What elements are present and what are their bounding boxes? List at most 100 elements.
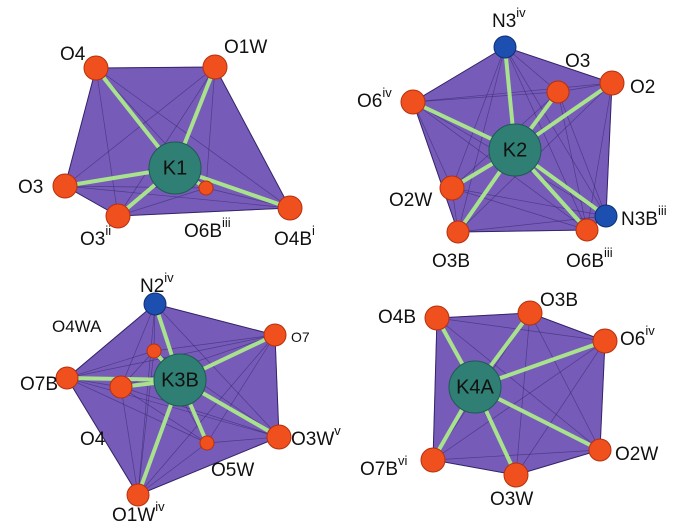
atom-label: O7B xyxy=(20,374,58,395)
polyhedron-edge xyxy=(515,312,531,476)
polyhedron-edge xyxy=(599,340,606,451)
atom-name: O1W xyxy=(224,37,267,58)
polyhedron-edge xyxy=(66,377,139,496)
central-atom-label: K4A xyxy=(456,376,494,398)
atom-name: O6B xyxy=(184,221,222,242)
central-atom-label: K1 xyxy=(163,157,187,179)
polyhedron-edge xyxy=(214,66,291,209)
atom-symmetry-code: iv xyxy=(516,5,526,20)
atom-symmetry-code: iv xyxy=(382,85,392,100)
polyhedron-edge xyxy=(95,66,216,69)
polyhedron-edge xyxy=(66,377,208,444)
atom-name: O2W xyxy=(389,190,432,211)
central-atom xyxy=(153,353,207,407)
atom-label: N3Biii xyxy=(621,203,667,230)
ligand-atom xyxy=(599,70,625,96)
atom-label: O4Bi xyxy=(274,223,315,250)
central-atom xyxy=(148,141,202,195)
atom-name: O3W xyxy=(291,429,334,450)
atom-label: O2W xyxy=(615,444,658,465)
polyhedron-edge xyxy=(206,334,276,444)
polyhedron-edge xyxy=(137,334,276,496)
atom-name: O4B xyxy=(378,307,416,328)
ligand-atom xyxy=(266,424,292,450)
polyhedron-edge xyxy=(153,334,276,352)
polyhedron-edge xyxy=(504,46,559,93)
atom-symmetry-code: iii xyxy=(222,215,231,230)
atom-name: O6B xyxy=(566,251,604,272)
atom-label: O3B xyxy=(540,290,578,311)
central-atom xyxy=(448,360,502,414)
ligand-atom xyxy=(575,218,599,242)
ligand-atom xyxy=(424,305,450,331)
polyhedron-edge xyxy=(515,340,606,476)
ligand-atom xyxy=(493,35,517,59)
atom-name: O4 xyxy=(60,44,86,65)
atom-symmetry-code: iii xyxy=(604,245,613,260)
coordination-polyhedron: K4A O4B O3B O6iv O2W O7Bvi O3W xyxy=(360,290,658,510)
atom-label: O6Biii xyxy=(184,215,231,242)
atom-name: O5W xyxy=(211,460,254,481)
polyhedron-edge xyxy=(451,187,607,217)
atom-name: O7B xyxy=(20,374,58,395)
polyhedron-edge xyxy=(432,317,438,461)
polyhedron-edge xyxy=(137,436,280,496)
polyhedron-edge xyxy=(457,46,506,233)
atom-symmetry-code: v xyxy=(334,423,341,438)
atom-label: O6iv xyxy=(620,323,655,350)
ligand-atom xyxy=(146,343,162,359)
polyhedron-edge xyxy=(529,312,601,451)
polyhedron-edge xyxy=(529,312,606,342)
central-atom-label: K3B xyxy=(161,369,199,391)
polyhedron-edge xyxy=(436,312,531,319)
atom-name: N2 xyxy=(140,276,164,297)
polyhedron-edge xyxy=(120,303,156,388)
atom-label: O4WA xyxy=(52,317,102,336)
atom-symmetry-code: iv xyxy=(645,323,655,338)
polyhedron-edge xyxy=(95,67,291,209)
atom-name: O3B xyxy=(540,290,578,311)
atom-name: O1W xyxy=(112,505,155,526)
atom-name: N3 xyxy=(492,11,516,32)
atom-label: O4 xyxy=(60,44,86,65)
polyhedron-edge xyxy=(504,46,588,231)
polyhedron-edge xyxy=(412,82,613,103)
polyhedron-edge xyxy=(432,459,517,476)
atom-name: N3B xyxy=(621,209,658,230)
ligand-atom xyxy=(83,55,109,81)
atom-name: O4 xyxy=(80,429,106,450)
ligand-atom xyxy=(420,447,446,473)
polyhedron-edge xyxy=(154,303,280,438)
atom-name: O2 xyxy=(630,77,655,98)
polyhedron-edge xyxy=(137,303,156,496)
polyhedron-edge xyxy=(66,377,280,438)
atom-name: O3W xyxy=(490,489,533,510)
polyhedron-edge xyxy=(504,46,607,217)
polyhedron-edge xyxy=(515,449,601,476)
atom-symmetry-code: vi xyxy=(398,453,408,468)
ligand-atom xyxy=(55,366,79,390)
polyhedron-edge xyxy=(120,386,280,438)
ligand-atom xyxy=(439,175,465,201)
atom-name: O6 xyxy=(357,91,382,112)
atom-label: O3Wv xyxy=(291,423,341,450)
atom-symmetry-code: ii xyxy=(105,223,111,238)
atom-name: O3 xyxy=(565,51,590,72)
ligand-atom xyxy=(52,173,78,199)
polyhedron-edge xyxy=(137,442,208,496)
atom-label: O4 xyxy=(80,429,106,450)
polyhedron-edge xyxy=(120,386,139,496)
atom-symmetry-code: i xyxy=(312,223,315,238)
atom-name: O3 xyxy=(18,177,43,198)
atom-label: O4B xyxy=(378,307,416,328)
atom-label: O3 xyxy=(565,51,590,72)
central-atom-label: K2 xyxy=(503,139,527,161)
atom-label: O3W xyxy=(490,489,533,510)
polyhedron-edge xyxy=(274,334,280,438)
polyhedron-edge xyxy=(154,303,276,336)
polyhedron-edge xyxy=(504,46,613,84)
